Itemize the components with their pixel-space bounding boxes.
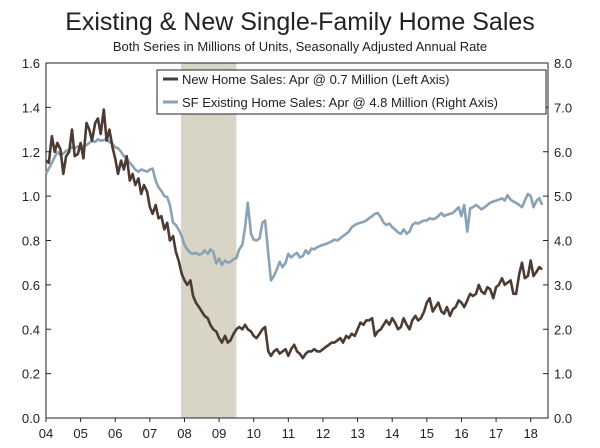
left-axis-tick-label: 1.2 <box>22 145 40 160</box>
right-axis-tick-label: 4.0 <box>554 234 572 249</box>
x-axis-tick-label: 12 <box>316 426 330 441</box>
left-axis-tick-label: 0.0 <box>22 411 40 426</box>
recession-shading <box>181 63 237 418</box>
right-axis-tick-label: 7.0 <box>554 100 572 115</box>
left-axis-tick-label: 1.4 <box>22 100 40 115</box>
right-axis-tick-label: 3.0 <box>554 278 572 293</box>
left-axis-tick-label: 0.8 <box>22 234 40 249</box>
left-axis-tick-label: 1.6 <box>22 56 40 71</box>
left-axis-tick-label: 1.0 <box>22 189 40 204</box>
left-axis-tick-label: 0.6 <box>22 278 40 293</box>
right-axis-tick-label: 5.0 <box>554 189 572 204</box>
x-axis-tick-label: 16 <box>454 426 468 441</box>
x-axis-tick-label: 11 <box>282 426 296 441</box>
right-axis-tick-label: 0.0 <box>554 411 572 426</box>
series-line-existing-home-sales <box>44 137 544 282</box>
right-axis-tick-label: 8.0 <box>554 56 572 71</box>
x-axis-tick-label: 14 <box>385 426 399 441</box>
left-axis-tick-label: 0.4 <box>22 322 40 337</box>
x-axis-tick-label: 13 <box>350 426 364 441</box>
right-axis-tick-label: 1.0 <box>554 367 572 382</box>
legend: New Home Sales: Apr @ 0.7 Million (Left … <box>156 69 547 115</box>
right-axis-tick-label: 6.0 <box>554 145 572 160</box>
x-axis-tick-label: 18 <box>523 426 537 441</box>
x-axis-tick-label: 15 <box>420 426 434 441</box>
x-axis-tick-label: 17 <box>489 426 503 441</box>
x-axis-tick-label: 09 <box>212 426 226 441</box>
chart-title: Existing & New Single-Family Home Sales <box>65 8 535 36</box>
legend-label-existing-home: SF Existing Home Sales: Apr @ 4.8 Millio… <box>182 95 498 110</box>
x-axis-tick-label: 05 <box>73 426 87 441</box>
chart-subtitle: Both Series in Millions of Units, Season… <box>113 39 487 54</box>
x-axis-tick-label: 08 <box>177 426 191 441</box>
legend-label-new-home: New Home Sales: Apr @ 0.7 Million (Left … <box>182 72 450 87</box>
left-axis-tick-label: 0.2 <box>22 367 40 382</box>
legend-box <box>156 69 547 115</box>
x-axis-tick-label: 07 <box>143 426 157 441</box>
series-line-new-home-sales <box>45 108 543 360</box>
x-axis-tick-label: 06 <box>108 426 122 441</box>
x-axis-tick-label: 04 <box>39 426 53 441</box>
x-axis-tick-label: 10 <box>246 426 260 441</box>
right-axis-tick-label: 2.0 <box>554 322 572 337</box>
